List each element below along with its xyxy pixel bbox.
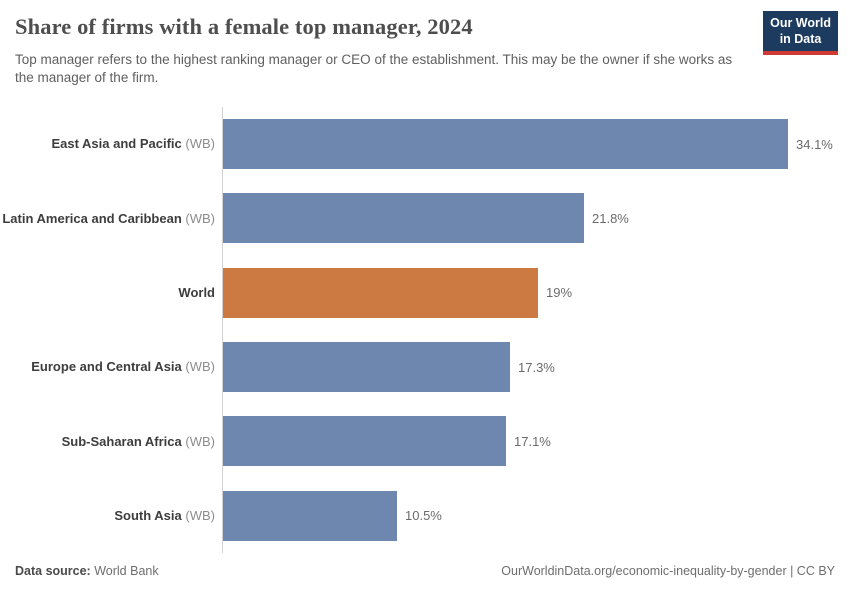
- chart-title: Share of firms with a female top manager…: [15, 14, 473, 39]
- category-label-suffix: (WB): [185, 508, 215, 523]
- category-label-name: Europe and Central Asia: [31, 359, 182, 375]
- category-label-name: Sub-Saharan Africa: [61, 433, 182, 449]
- category-label-name: World: [178, 285, 215, 301]
- category-label: South Asia (WB): [0, 508, 222, 524]
- category-label-name: Latin America and Caribbean: [2, 210, 182, 226]
- category-label-suffix: (WB): [185, 136, 215, 152]
- category-label: East Asia and Pacific (WB): [0, 136, 222, 152]
- data-source-value: World Bank: [94, 564, 159, 578]
- y-axis-line: [222, 107, 223, 553]
- category-label-name: South Asia: [114, 508, 182, 523]
- category-label: World: [0, 285, 222, 301]
- attribution-link[interactable]: OurWorldinData.org/economic-inequality-b…: [501, 564, 835, 578]
- bar-row: World 19%: [0, 256, 850, 330]
- bar-row: East Asia and Pacific (WB) 34.1%: [0, 107, 850, 181]
- bar-row: Latin America and Caribbean (WB) 21.8%: [0, 181, 850, 255]
- bar[interactable]: [223, 119, 788, 170]
- category-label-suffix: (WB): [185, 210, 215, 226]
- category-label: Europe and Central Asia (WB): [0, 359, 222, 375]
- bar[interactable]: [223, 490, 397, 541]
- bar[interactable]: [223, 267, 538, 318]
- category-label-suffix: (WB): [185, 433, 215, 449]
- bar[interactable]: [223, 416, 506, 467]
- bar-rows: East Asia and Pacific (WB) 34.1% Latin Ame…: [0, 107, 850, 553]
- category-label: Latin America and Caribbean (WB): [0, 211, 222, 227]
- category-label: Sub-Saharan Africa (WB): [0, 434, 222, 450]
- chart-footer: Data source: World Bank OurWorldinData.o…: [15, 564, 835, 578]
- category-label-name: East Asia and Pacific: [51, 136, 182, 152]
- owid-logo[interactable]: Our World in Data: [763, 11, 838, 56]
- data-source-label: Data source:: [15, 564, 91, 578]
- bar-value-label: 10.5%: [405, 508, 442, 524]
- bar-value-label: 34.1%: [796, 136, 833, 152]
- bar[interactable]: [223, 193, 584, 244]
- owid-logo-line2: in Data: [779, 31, 822, 46]
- bar-row: South Asia (WB) 10.5%: [0, 479, 850, 553]
- bar-value-label: 17.1%: [514, 433, 551, 449]
- data-source: Data source: World Bank: [15, 564, 159, 578]
- bar-value-label: 19%: [546, 285, 573, 301]
- bar-row: Sub-Saharan Africa (WB) 17.1%: [0, 404, 850, 478]
- bar[interactable]: [223, 342, 510, 393]
- category-label-suffix: (WB): [185, 359, 215, 375]
- bar-row: Europe and Central Asia (WB) 17.3%: [0, 330, 850, 404]
- bar-chart: East Asia and Pacific (WB) 34.1% Latin Ame…: [0, 107, 850, 553]
- bar-value-label: 17.3%: [518, 359, 555, 375]
- owid-logo-line1: Our World: [770, 16, 831, 30]
- chart-subtitle: Top manager refers to the highest rankin…: [15, 52, 733, 85]
- bar-value-label: 21.8%: [592, 210, 629, 226]
